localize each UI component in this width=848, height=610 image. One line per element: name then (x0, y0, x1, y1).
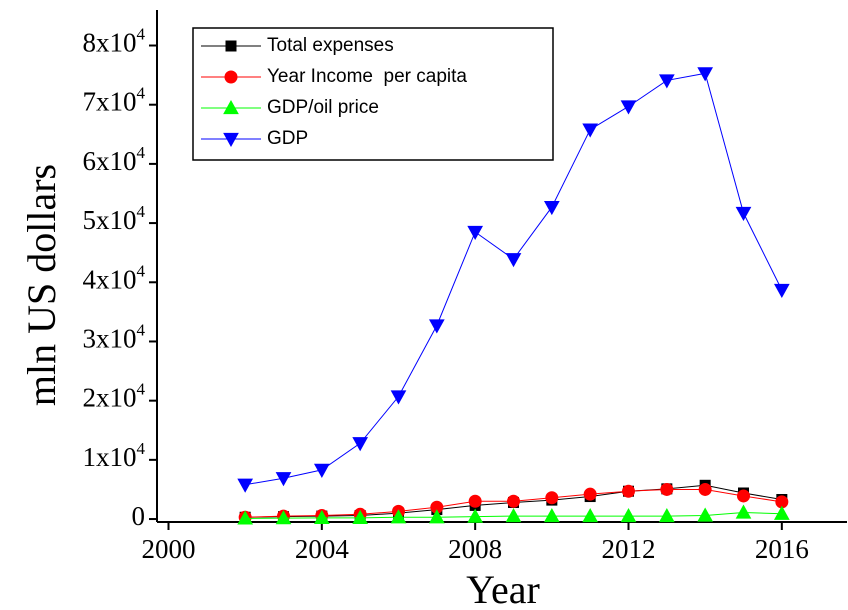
data-point (737, 489, 750, 503)
data-point (658, 508, 675, 523)
y-tick-label-base: 1x10 (83, 442, 137, 472)
y-tick-label-base: 7x10 (83, 87, 137, 117)
y-tick-label-base: 6x10 (83, 146, 137, 176)
y-tick-label-exp: 4 (137, 320, 146, 339)
y-tick-label: 6x104 (83, 143, 146, 176)
y-tick-label-exp: 4 (137, 24, 146, 43)
data-point (468, 494, 482, 508)
data-point (697, 507, 714, 522)
y-tick-label-base: 8x10 (83, 28, 137, 58)
data-point (237, 478, 254, 493)
y-tick-label-base: 3x10 (83, 324, 137, 354)
legend-marker (224, 70, 238, 84)
data-point (428, 319, 445, 334)
y-tick-label: 2x104 (83, 380, 146, 413)
x-tick-label: 2012 (602, 534, 656, 564)
x-axis-title: Year (466, 567, 540, 610)
data-point (237, 510, 254, 525)
data-point (773, 283, 790, 299)
y-tick-label: 0 (132, 501, 146, 531)
y-tick-label-base: 2x10 (83, 383, 137, 413)
x-tick-label: 2000 (142, 534, 196, 564)
legend-marker (223, 99, 239, 115)
y-tick-label-exp: 4 (137, 143, 146, 162)
data-point (622, 484, 635, 498)
data-point (735, 504, 752, 519)
data-point (543, 201, 560, 216)
y-tick-label-exp: 4 (137, 202, 146, 221)
data-point (352, 509, 369, 524)
x-tick-label: 2016 (755, 534, 809, 564)
data-point (773, 505, 790, 520)
y-tick-label: 7x104 (83, 84, 146, 117)
data-point (660, 482, 674, 496)
legend-label: Year Income per capita (267, 66, 467, 87)
data-point (467, 508, 484, 523)
data-point (543, 508, 560, 523)
y-tick-label: 1x104 (83, 439, 146, 472)
y-tick-label-exp: 4 (137, 439, 146, 458)
y-tick-label-exp: 4 (137, 84, 146, 103)
data-point (697, 67, 714, 82)
legend-marker (223, 132, 239, 148)
data-point (505, 253, 522, 268)
legend-label: GDP (267, 128, 308, 149)
data-point (658, 74, 675, 89)
data-point (545, 491, 559, 505)
data-point (467, 225, 484, 240)
data-point (620, 508, 637, 523)
y-tick-label: 3x104 (83, 320, 146, 353)
data-point (620, 100, 637, 115)
y-tick-label-exp: 4 (137, 380, 146, 399)
legend-label: GDP/oil price (267, 97, 379, 118)
y-tick-label: 8x104 (83, 24, 146, 57)
data-point (582, 508, 599, 523)
data-point (275, 510, 292, 525)
y-tick-label-exp: 4 (137, 261, 146, 280)
data-point (313, 463, 330, 478)
y-tick-label: 5x104 (83, 202, 146, 235)
legend-marker (225, 40, 237, 52)
data-point (735, 206, 752, 222)
data-point (505, 508, 522, 523)
data-point (583, 487, 597, 501)
y-tick-label-base: 4x10 (83, 264, 137, 294)
data-point (428, 509, 445, 524)
data-point (313, 509, 330, 524)
y-tick-label: 4x104 (83, 261, 146, 294)
data-point (390, 390, 407, 405)
legend-label: Total expenses (267, 35, 394, 56)
legend-box (192, 27, 554, 161)
x-tick-label: 2004 (295, 534, 350, 564)
x-tick-label: 2008 (448, 534, 502, 564)
data-point (390, 509, 407, 524)
y-axis-title: mln US dollars (19, 164, 64, 406)
data-point (698, 482, 712, 496)
data-point (582, 123, 599, 138)
data-point (352, 437, 369, 452)
data-point (507, 494, 520, 508)
y-tick-label-base: 5x10 (83, 205, 137, 235)
data-point (275, 472, 292, 487)
